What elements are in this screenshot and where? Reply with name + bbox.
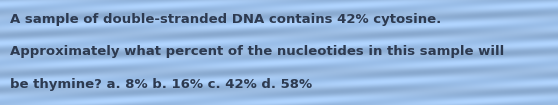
Text: A sample of double-stranded DNA contains 42% cytosine.: A sample of double-stranded DNA contains… [10,13,441,26]
Text: be thymine? a. 8% b. 16% c. 42% d. 58%: be thymine? a. 8% b. 16% c. 42% d. 58% [10,78,312,91]
Text: Approximately what percent of the nucleotides in this sample will: Approximately what percent of the nucleo… [10,45,504,58]
